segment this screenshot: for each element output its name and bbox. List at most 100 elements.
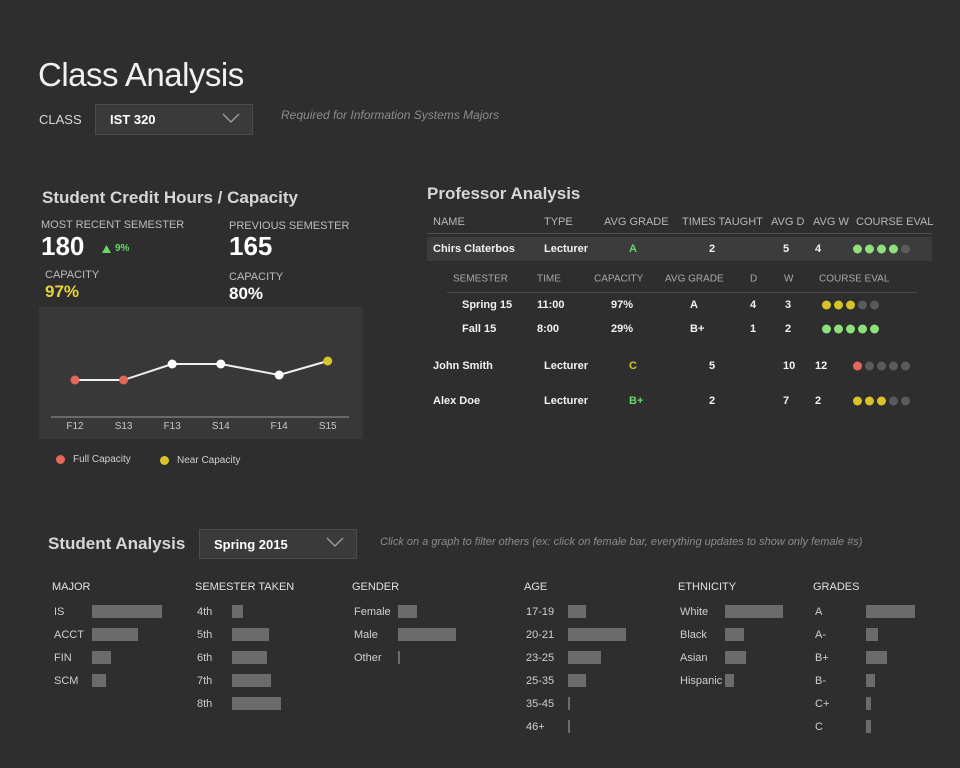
bar-ethnicity-asian[interactable]	[725, 651, 746, 664]
class-dropdown[interactable]: IST 320	[95, 104, 253, 135]
class-dropdown-value: IST 320	[110, 112, 156, 127]
bar-grades-b-[interactable]	[866, 674, 875, 687]
legend-full-label: Full Capacity	[73, 454, 131, 465]
professor-times-taught: 2	[709, 243, 716, 255]
header-type: TYPE	[544, 215, 573, 228]
professor-course-eval	[853, 361, 910, 371]
bar-major-scm[interactable]	[92, 674, 106, 687]
bar-grades-a[interactable]	[866, 605, 915, 618]
chart-point-f14	[274, 370, 284, 380]
semester-dropdown-value: Spring 2015	[214, 536, 288, 552]
bar-age-23-25[interactable]	[568, 651, 601, 664]
bar-label: A	[815, 606, 823, 618]
semester-dropdown[interactable]: Spring 2015	[199, 529, 357, 559]
bar-gender-female[interactable]	[398, 605, 417, 618]
header-times-taught: TIMES TAUGHT	[682, 215, 763, 228]
recent-change-value: 9%	[115, 243, 130, 254]
header-course-eval: COURSE EVAL	[856, 215, 934, 228]
sub-header-avg-grade: AVG GRADE	[665, 273, 724, 285]
chart-series-line	[75, 360, 328, 381]
bar-label: 8th	[197, 698, 213, 710]
eval-dot	[853, 396, 862, 406]
header-avg-d: AVG D	[771, 215, 805, 228]
legend-full-capacity: Full Capacity	[56, 454, 131, 465]
bar-label: 25-35	[526, 675, 555, 687]
bar-label: 35-45	[526, 698, 555, 710]
professor-table-header: NAME TYPE AVG GRADE TIMES TAUGHT AVG D AVG W C…	[427, 210, 934, 234]
professor-times-taught: 2	[709, 395, 716, 407]
eval-dot	[901, 244, 910, 254]
chevron-down-icon	[326, 537, 344, 548]
semester-w: 3	[785, 299, 792, 311]
eval-dot	[853, 361, 862, 371]
semester-d: 4	[750, 299, 757, 311]
semester-capacity: 97%	[611, 299, 634, 311]
bar-label: ACCT	[54, 629, 84, 641]
eval-dot	[865, 361, 874, 371]
chart-point-f13	[167, 359, 177, 369]
eval-dot	[834, 324, 843, 334]
legend-near-label: Near Capacity	[177, 455, 241, 466]
professor-times-taught: 5	[709, 360, 716, 372]
bar-grades-a-[interactable]	[866, 628, 878, 641]
capacity-line-chart: F12 S13 F13 S14 F14 S15	[51, 356, 349, 432]
bar-label: Asian	[680, 652, 708, 664]
professor-name: John Smith	[433, 360, 493, 372]
professor-row[interactable]: Chirs Claterbos Lecturer A 2 5 4	[427, 237, 932, 261]
recent-semester-value: 180	[41, 231, 85, 261]
bar-semester-taken-6th[interactable]	[232, 651, 267, 664]
bar-age-25-35[interactable]	[568, 674, 586, 687]
group-title-major: MAJOR	[52, 581, 91, 593]
bar-ethnicity-hispanic[interactable]	[725, 674, 734, 687]
bar-grades-c[interactable]	[866, 720, 871, 733]
bar-major-acct[interactable]	[92, 628, 138, 641]
group-title-gender: GENDER	[352, 581, 400, 593]
bar-label: SCM	[54, 675, 79, 687]
professor-type: Lecturer	[544, 360, 589, 372]
professor-row[interactable]: John Smith Lecturer C 5 10 12	[427, 354, 932, 378]
bar-grades-c+[interactable]	[866, 697, 871, 710]
bar-gender-male[interactable]	[398, 628, 456, 641]
near-capacity-dot	[160, 456, 169, 465]
chart-tick-label: F12	[66, 421, 84, 432]
semester-name: Spring 15	[462, 299, 513, 311]
bar-age-20-21[interactable]	[568, 628, 626, 641]
bar-ethnicity-black[interactable]	[725, 628, 744, 641]
professor-avg-d: 10	[783, 360, 796, 372]
professor-avg-d: 5	[783, 243, 790, 255]
chart-point-s13	[119, 375, 129, 385]
bar-semester-taken-8th[interactable]	[232, 697, 281, 710]
bar-age-46+[interactable]	[568, 720, 570, 733]
professor-type: Lecturer	[544, 243, 589, 255]
bar-semester-taken-4th[interactable]	[232, 605, 243, 618]
bar-grades-b+[interactable]	[866, 651, 887, 664]
group-title-semester-taken: SEMESTER TAKEN	[195, 581, 295, 593]
eval-dot	[889, 396, 898, 406]
sub-header-divider	[447, 292, 917, 293]
class-label: CLASS	[39, 112, 82, 127]
bar-semester-taken-5th[interactable]	[232, 628, 269, 641]
semester-name: Fall 15	[462, 323, 497, 335]
bar-label: Black	[680, 629, 707, 641]
bar-semester-taken-7th[interactable]	[232, 674, 271, 687]
semester-time: 8:00	[537, 323, 560, 335]
professor-avg-d: 7	[783, 395, 790, 407]
bar-label: White	[680, 606, 709, 618]
bar-age-35-45[interactable]	[568, 697, 570, 710]
bar-age-17-19[interactable]	[568, 605, 586, 618]
chart-tick-label: F14	[271, 421, 289, 432]
professor-row[interactable]: Alex Doe Lecturer B+ 2 7 2	[427, 389, 932, 413]
bar-major-is[interactable]	[92, 605, 162, 618]
up-arrow-icon	[102, 244, 111, 253]
bar-label: C	[815, 721, 823, 733]
eval-dot	[865, 244, 874, 254]
student-analysis-title: Student Analysis	[48, 534, 186, 553]
bar-major-fin[interactable]	[92, 651, 111, 664]
bar-gender-other[interactable]	[398, 651, 400, 664]
bar-ethnicity-white[interactable]	[725, 605, 783, 618]
chart-point-f12	[70, 375, 80, 385]
eval-dot	[889, 244, 898, 254]
sub-header-d: D	[750, 273, 758, 285]
chart-point-s15	[323, 356, 333, 366]
recent-semester-label: MOST RECENT SEMESTER	[41, 219, 185, 231]
